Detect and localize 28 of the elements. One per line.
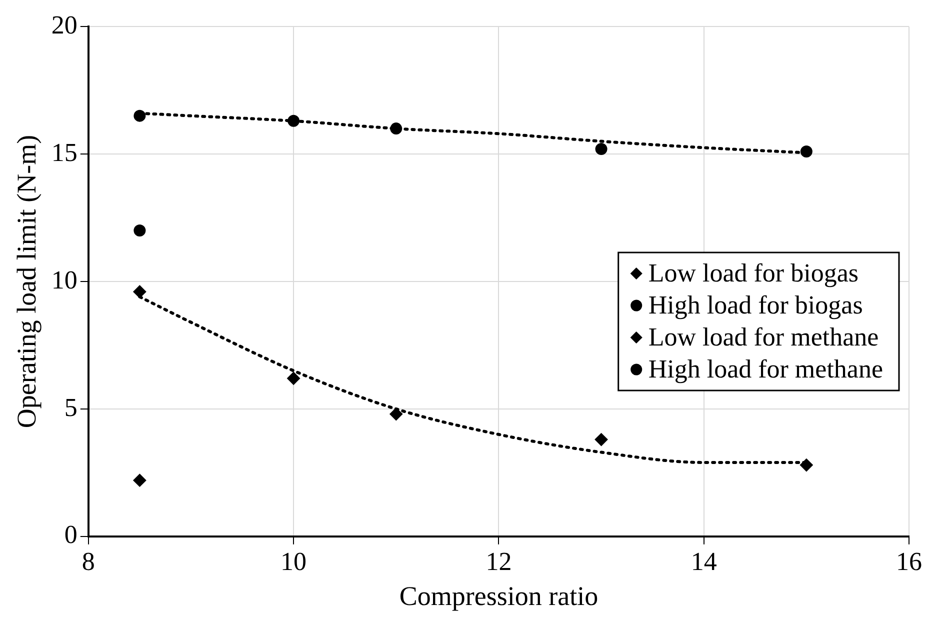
point — [288, 114, 300, 127]
y-tick-label: 15 — [51, 138, 78, 167]
point — [595, 142, 608, 155]
legend-label: High load for methane — [648, 354, 884, 384]
legend-label: Low load for biogas — [648, 258, 858, 288]
point — [133, 285, 146, 298]
point — [800, 146, 812, 158]
y-tick-label: 20 — [51, 10, 78, 40]
point — [390, 408, 403, 421]
point — [133, 474, 146, 487]
x-axis-title: Compression ratio — [399, 580, 598, 611]
point — [390, 122, 402, 135]
x-tick-label: 14 — [690, 546, 717, 576]
point — [287, 372, 300, 385]
point — [594, 433, 608, 446]
legend-label: High load for biogas — [648, 290, 863, 320]
x-tick-label: 12 — [486, 546, 512, 576]
point — [134, 224, 146, 237]
x-tick-label: 10 — [280, 546, 307, 576]
y-axis-title: Operating load limit (N-m) — [11, 134, 42, 428]
y-tick-label: 5 — [64, 392, 78, 422]
y-tick-label: 0 — [64, 520, 78, 550]
x-tick-label: 8 — [82, 546, 95, 576]
point — [800, 458, 813, 472]
y-tick-label: 10 — [51, 265, 78, 294]
point — [134, 110, 146, 122]
x-tick-label: 16 — [896, 546, 922, 576]
legend-label: Low load for methane — [648, 322, 879, 352]
